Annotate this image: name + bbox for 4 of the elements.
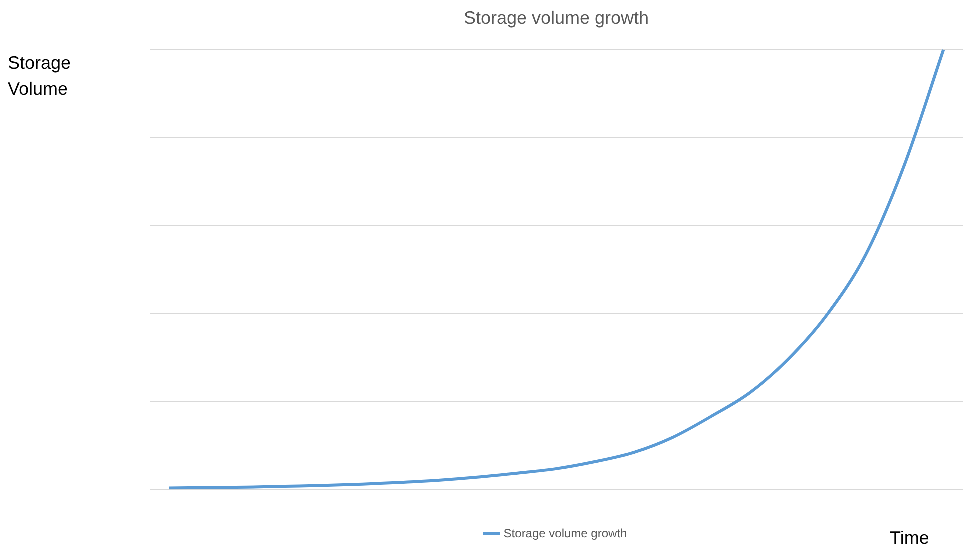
legend-label: Storage volume growth [504, 526, 628, 540]
y-axis-title: Storage Volume [8, 52, 72, 101]
chart-title: Storage volume growth [462, 8, 650, 29]
x-axis-title: Time [890, 528, 930, 549]
